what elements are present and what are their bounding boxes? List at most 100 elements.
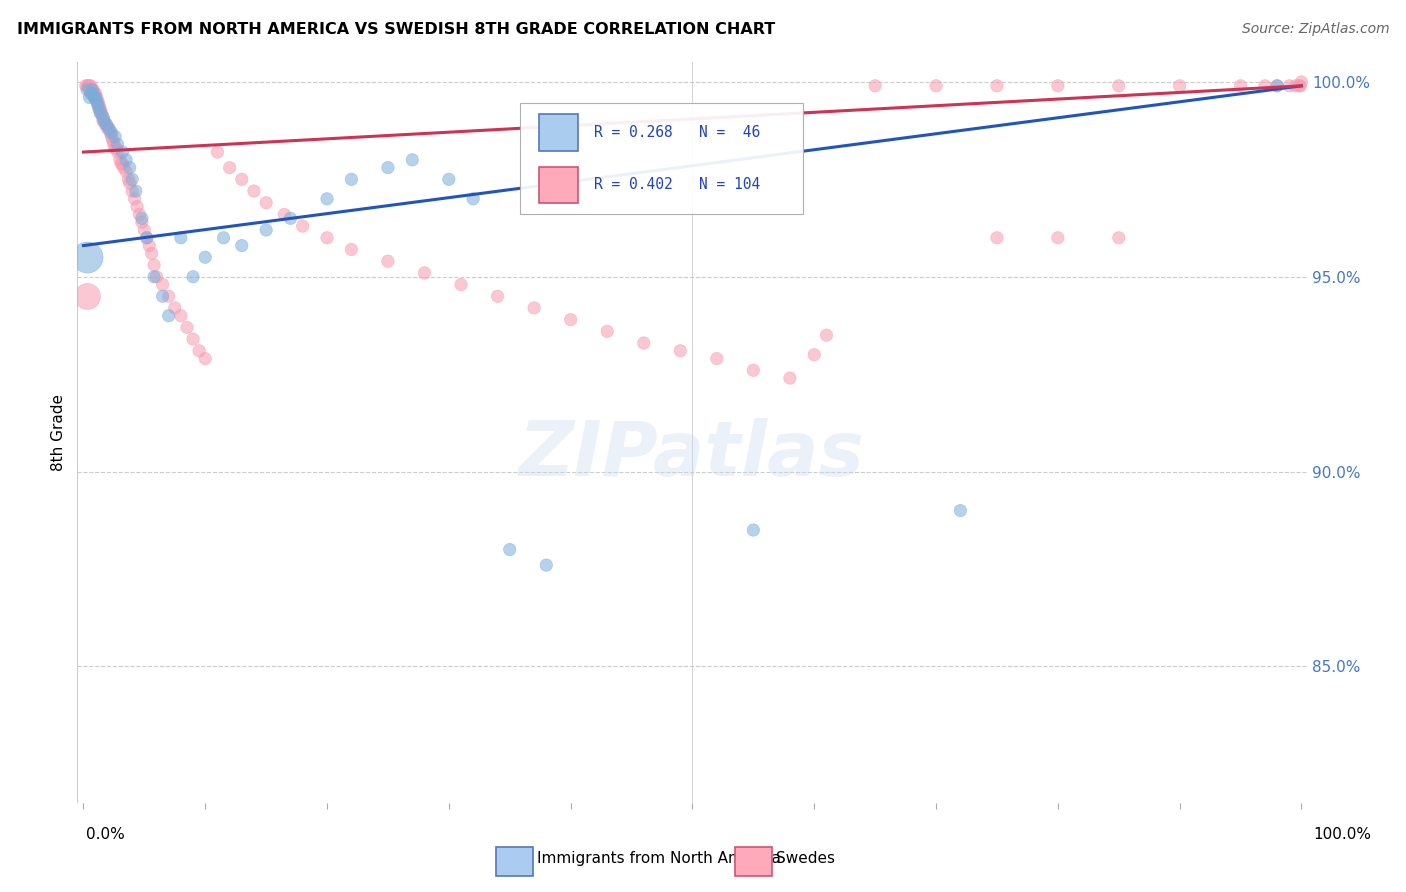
Point	[340, 172, 363, 186]
Point	[141, 246, 163, 260]
Point	[93, 114, 115, 128]
Point	[76, 78, 98, 93]
Point	[76, 289, 98, 303]
Point	[499, 542, 522, 557]
Point	[194, 250, 217, 264]
Point	[91, 114, 114, 128]
Point	[1168, 78, 1191, 93]
Point	[1278, 78, 1301, 93]
Point	[83, 90, 105, 104]
Point	[115, 164, 138, 178]
Point	[94, 118, 117, 132]
Point	[779, 371, 801, 385]
Point	[87, 98, 110, 112]
Point	[1288, 78, 1310, 93]
Point	[93, 114, 115, 128]
Point	[486, 289, 509, 303]
Point	[152, 277, 174, 292]
Point	[231, 238, 253, 252]
Point	[1265, 78, 1288, 93]
Text: R = 0.268   N =  46: R = 0.268 N = 46	[595, 125, 761, 140]
Point	[96, 118, 118, 132]
Point	[104, 129, 127, 144]
Point	[79, 83, 101, 97]
Point	[101, 133, 124, 147]
Point	[157, 309, 180, 323]
Point	[86, 90, 108, 104]
Point	[742, 363, 765, 377]
Point	[986, 231, 1008, 245]
Point	[1291, 75, 1313, 89]
Point	[1108, 231, 1130, 245]
Point	[103, 137, 125, 152]
Point	[87, 95, 110, 109]
Point	[207, 145, 229, 159]
Point	[76, 83, 98, 97]
Point	[76, 250, 98, 264]
Point	[1046, 231, 1069, 245]
Point	[82, 87, 104, 101]
Point	[523, 301, 546, 315]
Point	[111, 157, 134, 171]
Point	[134, 223, 156, 237]
Point	[89, 102, 111, 116]
Point	[273, 207, 295, 221]
Point	[170, 231, 193, 245]
Point	[86, 95, 108, 109]
Point	[243, 184, 266, 198]
Point	[77, 78, 100, 93]
Point	[949, 503, 972, 517]
Point	[115, 153, 138, 167]
Point	[596, 324, 619, 338]
Point	[340, 243, 363, 257]
Text: IMMIGRANTS FROM NORTH AMERICA VS SWEDISH 8TH GRADE CORRELATION CHART: IMMIGRANTS FROM NORTH AMERICA VS SWEDISH…	[17, 22, 775, 37]
Point	[176, 320, 198, 334]
Point	[83, 87, 105, 101]
Point	[863, 78, 886, 93]
Point	[125, 184, 148, 198]
Point	[89, 106, 111, 120]
Point	[803, 348, 825, 362]
Point	[89, 98, 111, 112]
Point	[925, 78, 948, 93]
Point	[450, 277, 472, 292]
Point	[254, 223, 277, 237]
Point	[163, 301, 186, 315]
Point	[377, 161, 399, 175]
Point	[401, 153, 423, 167]
Point	[117, 172, 139, 186]
Point	[90, 106, 112, 120]
Point	[560, 312, 582, 326]
Point	[188, 343, 211, 358]
Point	[91, 110, 114, 124]
Point	[1108, 78, 1130, 93]
Point	[152, 289, 174, 303]
Point	[87, 98, 110, 112]
Point	[84, 90, 107, 104]
Point	[84, 87, 107, 101]
Point	[145, 269, 167, 284]
Point	[157, 289, 180, 303]
Point	[377, 254, 399, 268]
Point	[100, 126, 122, 140]
Point	[231, 172, 253, 186]
Text: Immigrants from North America: Immigrants from North America	[537, 851, 780, 865]
Point	[143, 269, 166, 284]
FancyBboxPatch shape	[538, 114, 578, 151]
Point	[143, 258, 166, 272]
Point	[104, 141, 127, 155]
Point	[75, 78, 97, 93]
Point	[80, 87, 103, 101]
Point	[316, 192, 339, 206]
Point	[135, 231, 157, 245]
FancyBboxPatch shape	[538, 167, 578, 203]
Point	[83, 90, 105, 104]
Point	[131, 215, 153, 229]
Point	[194, 351, 217, 366]
Point	[125, 200, 148, 214]
Point	[80, 83, 103, 97]
Point	[89, 102, 111, 116]
Point	[181, 269, 204, 284]
Point	[91, 110, 114, 124]
Point	[1265, 78, 1288, 93]
